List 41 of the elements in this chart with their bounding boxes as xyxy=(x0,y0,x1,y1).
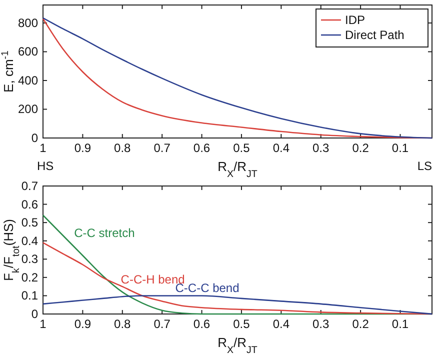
y-tick-label: 400 xyxy=(18,73,38,88)
x-tick-label: 0.4 xyxy=(272,141,290,155)
legend-label: IDP xyxy=(345,13,366,27)
x-tick-label: 0.2 xyxy=(352,141,370,155)
y-tick-label: 0.5 xyxy=(21,216,38,230)
x-tick-label: 0.3 xyxy=(312,317,330,331)
line-series xyxy=(42,295,433,315)
y-tick-label: 0.3 xyxy=(21,252,38,266)
series-label: C-C stretch xyxy=(74,226,135,240)
x-tick-label: 0.4 xyxy=(272,317,290,331)
y-tick-label: 800 xyxy=(18,16,38,30)
x-tick-label: 0.8 xyxy=(114,317,132,331)
x-tick-label: 0.1 xyxy=(392,141,409,155)
x-axis-title: R$_{X}$/R$_{JT}$ xyxy=(218,335,258,356)
legend-label: Direct Path xyxy=(345,28,404,42)
y-tick-label: 0.6 xyxy=(21,197,38,212)
text: LS xyxy=(417,159,432,173)
text: HS xyxy=(37,159,54,173)
x-axis-title: R$_{X}$/R$_{JT}$ xyxy=(218,159,258,180)
x-tick-label: 1 xyxy=(40,141,47,155)
x-tick-label: 0.6 xyxy=(193,141,210,155)
x-tick-label: 0.5 xyxy=(233,317,250,331)
x-tick-label: 0.1 xyxy=(392,317,409,331)
y-tick-label: 0.2 xyxy=(21,270,38,284)
x-tick-label: 1 xyxy=(40,317,47,331)
x-tick-label: 0.6 xyxy=(193,317,210,331)
x-tick-label: 0.8 xyxy=(114,141,132,155)
y-tick-label: 0.4 xyxy=(21,234,38,248)
y-tick-label: 600 xyxy=(18,44,38,59)
y-tick-label: 0 xyxy=(31,307,38,321)
x-tick-label: 0.9 xyxy=(74,317,92,331)
x-tick-label: 0.7 xyxy=(154,141,171,155)
y-tick-label: 200 xyxy=(18,102,38,116)
y-tick-label: 0 xyxy=(31,131,38,145)
y-tick-label: 0.7 xyxy=(21,179,38,193)
x-tick-label: 0.7 xyxy=(154,317,171,331)
x-tick-label: 0.3 xyxy=(312,141,330,155)
x-tick-label: 0.9 xyxy=(74,141,92,155)
y-tick-label: 0.1 xyxy=(21,288,38,303)
x-tick-label: 0.2 xyxy=(352,317,370,331)
x-tick-label: 0.5 xyxy=(233,141,250,155)
